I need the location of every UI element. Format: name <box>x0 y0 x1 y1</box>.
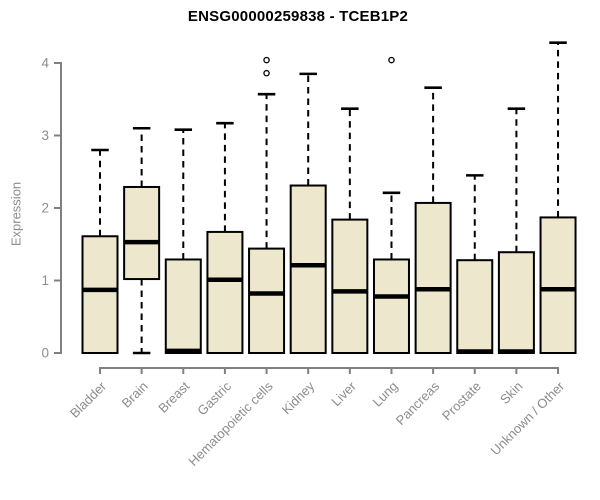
iqr-box <box>414 201 452 354</box>
x-tick-label: Brain <box>119 379 151 411</box>
box-hematopoietic-cells <box>248 56 286 355</box>
box-brain <box>123 126 161 355</box>
y-tick-label: 4 <box>41 56 49 71</box>
x-tick-label: Breast <box>155 378 192 415</box>
box-breast <box>164 128 202 355</box>
iqr-box <box>248 247 286 355</box>
iqr-box <box>331 218 369 354</box>
x-tick-label: Liver <box>328 378 359 409</box>
y-tick-label: 1 <box>41 273 49 288</box>
iqr-box <box>289 184 327 354</box>
x-tick-label: Bladder <box>67 378 110 421</box>
box-bladder <box>81 148 119 354</box>
x-tick-label: Gastric <box>194 378 234 418</box>
iqr-box <box>456 259 494 355</box>
outlier-point <box>388 56 395 64</box>
box-unknown-other <box>539 41 577 354</box>
box-gastric <box>206 121 244 354</box>
outlier-point <box>263 56 270 64</box>
box-pancreas <box>414 86 452 354</box>
x-tick-label: Kidney <box>279 378 318 417</box>
outlier-point <box>263 69 270 77</box>
iqr-box <box>164 258 202 355</box>
box-prostate <box>456 174 494 355</box>
iqr-box <box>372 258 410 355</box>
y-tick-label: 2 <box>41 201 49 216</box>
x-tick-label: Skin <box>497 379 525 407</box>
iqr-box <box>539 216 577 354</box>
x-tick-label: Prostate <box>439 379 484 424</box>
iqr-box <box>497 251 535 355</box>
box-liver <box>331 107 369 354</box>
y-tick-label: 3 <box>41 128 49 143</box>
y-tick-label: 0 <box>41 346 49 361</box>
iqr-box <box>81 235 119 354</box>
iqr-box <box>123 185 161 281</box>
iqr-box <box>206 230 244 354</box>
box-skin <box>497 107 535 355</box>
box-kidney <box>289 72 327 354</box>
x-tick-label: Pancreas <box>393 378 443 428</box>
x-tick-label: Lung <box>370 379 401 410</box>
chart-title: ENSG00000259838 - TCEB1P2 <box>187 8 409 25</box>
box-lung <box>372 56 410 355</box>
x-tick-label: Unknown / Other <box>488 378 568 458</box>
